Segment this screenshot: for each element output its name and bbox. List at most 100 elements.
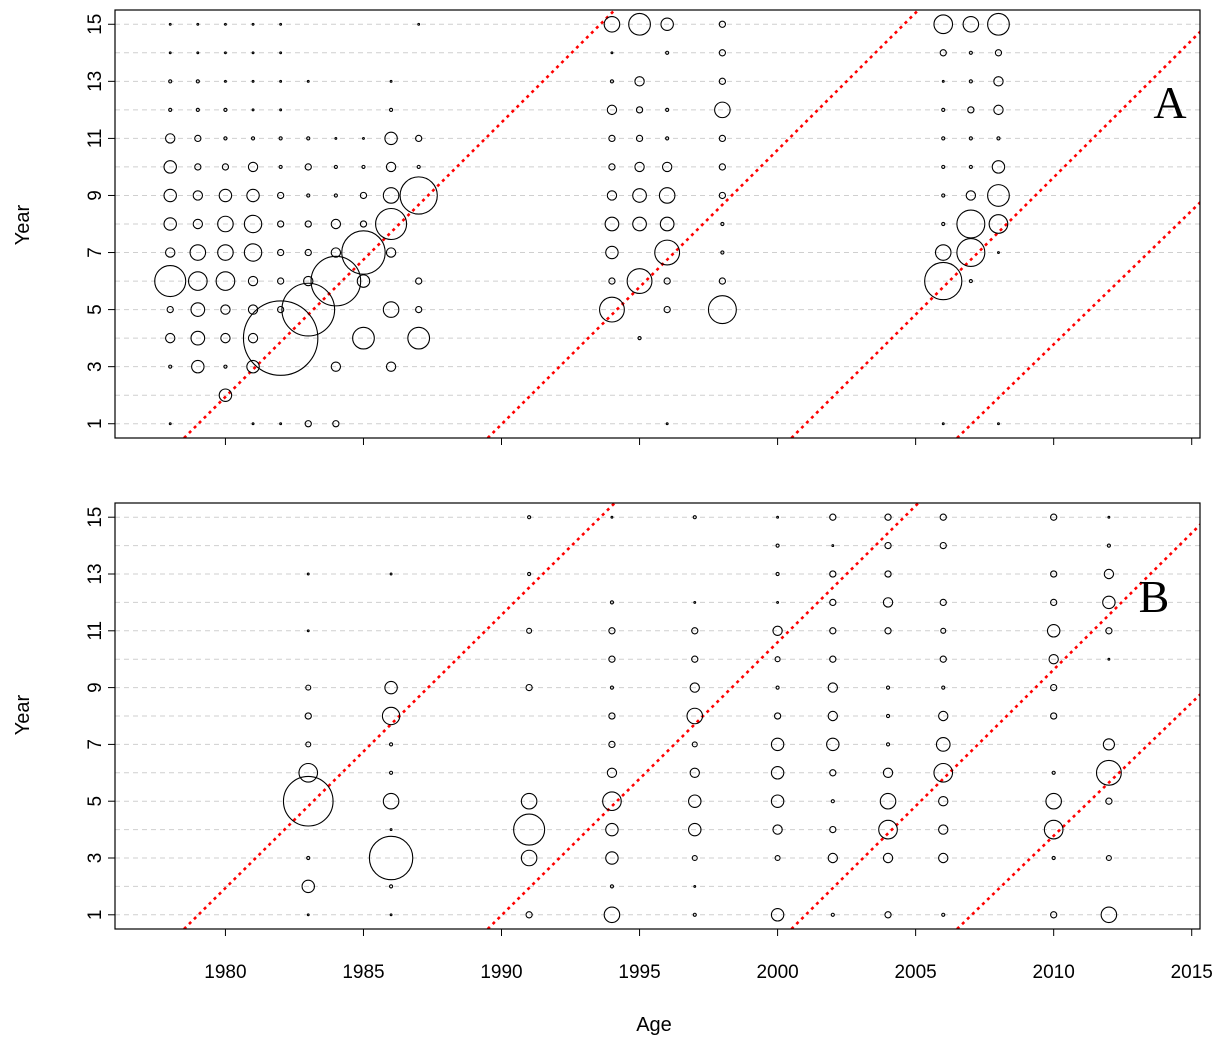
data-bubble xyxy=(772,625,783,636)
data-bubble xyxy=(389,572,393,576)
data-bubble xyxy=(330,361,342,372)
data-bubble xyxy=(608,655,616,663)
data-bubble xyxy=(608,163,616,171)
data-bubble xyxy=(196,51,200,55)
data-bubble xyxy=(933,14,954,35)
data-bubble xyxy=(691,854,698,862)
data-bubble xyxy=(770,766,785,780)
data-bubble xyxy=(217,215,234,233)
data-bubble xyxy=(276,191,285,200)
data-bubble xyxy=(827,682,839,693)
y-tick-label: 15 xyxy=(85,14,106,35)
data-bubble xyxy=(830,799,835,804)
data-bubble xyxy=(298,762,319,783)
data-bubble xyxy=(663,305,671,314)
y-tick-label: 5 xyxy=(85,796,106,807)
data-bubble xyxy=(332,420,340,428)
data-bubble xyxy=(190,330,206,346)
data-bubble xyxy=(306,193,311,198)
data-bubble xyxy=(661,161,673,173)
data-bubble xyxy=(1102,595,1116,610)
data-bubble xyxy=(223,107,228,112)
data-bubble xyxy=(304,420,312,428)
data-bubble xyxy=(189,244,207,261)
data-bubble xyxy=(882,597,894,608)
data-bubble xyxy=(691,655,699,663)
data-bubble xyxy=(659,216,675,232)
y-tick-label: 3 xyxy=(85,361,106,372)
data-bubble xyxy=(352,326,375,350)
data-bubble xyxy=(341,230,386,275)
data-bubble xyxy=(1043,819,1064,840)
data-bubble xyxy=(718,277,727,285)
data-bubble xyxy=(333,193,338,198)
data-bubble xyxy=(1045,792,1062,810)
data-bubble xyxy=(1051,770,1056,775)
data-bubble xyxy=(166,305,174,314)
data-bubble xyxy=(885,713,891,719)
data-bubble xyxy=(884,911,892,919)
data-bubble xyxy=(938,710,949,722)
data-bubble xyxy=(606,190,618,201)
data-bubble xyxy=(1048,653,1059,665)
data-bubble xyxy=(276,305,285,314)
y-tick-label: 7 xyxy=(85,739,106,750)
data-bubble xyxy=(194,163,202,171)
data-bubble xyxy=(1050,911,1058,919)
data-bubble xyxy=(382,301,400,318)
data-bubble xyxy=(941,193,946,198)
data-bubble xyxy=(278,164,283,170)
data-bubble xyxy=(243,243,263,262)
data-bubble xyxy=(165,247,176,258)
data-bubble xyxy=(382,792,400,810)
data-bubble xyxy=(829,570,837,578)
data-bubble xyxy=(304,163,312,171)
data-bubble xyxy=(882,852,894,864)
data-bubble xyxy=(187,271,208,291)
data-bubble xyxy=(385,161,397,173)
data-bubble xyxy=(520,792,538,810)
x-tick-label: 2005 xyxy=(894,962,936,983)
data-bubble xyxy=(195,107,200,112)
data-bubble xyxy=(689,767,700,778)
data-bubble xyxy=(251,22,255,26)
data-bubble xyxy=(603,906,621,924)
data-bubble xyxy=(941,79,945,83)
data-bubble xyxy=(632,216,647,232)
data-bubble xyxy=(385,247,397,258)
cohort-line xyxy=(956,200,1200,438)
y-tick-label: 7 xyxy=(85,247,106,258)
data-bubble xyxy=(604,216,620,232)
data-bubble xyxy=(608,740,616,749)
data-bubble xyxy=(605,822,619,837)
data-bubble xyxy=(830,912,835,917)
data-bubble xyxy=(415,134,423,143)
data-bubble xyxy=(940,627,947,634)
data-bubble xyxy=(884,541,892,550)
data-bubble xyxy=(168,422,172,426)
data-bubble xyxy=(223,22,227,26)
data-bubble xyxy=(829,513,837,521)
data-bubble xyxy=(388,107,394,112)
data-bubble xyxy=(718,20,727,28)
data-bubble xyxy=(168,79,173,84)
data-bubble xyxy=(1050,683,1058,692)
data-bubble xyxy=(602,791,622,812)
data-bubble xyxy=(388,742,394,747)
data-bubble xyxy=(634,161,645,173)
data-bubble xyxy=(1050,712,1058,720)
data-bubble xyxy=(691,741,698,748)
data-bubble xyxy=(356,274,371,288)
data-bubble xyxy=(772,824,783,835)
data-bubble xyxy=(941,136,946,141)
data-bubble xyxy=(310,255,362,307)
data-bubble xyxy=(154,265,187,298)
data-bubble xyxy=(163,217,177,231)
data-bubble xyxy=(665,50,670,55)
data-bubble xyxy=(306,79,310,83)
y-tick-label: 11 xyxy=(85,621,106,641)
data-bubble xyxy=(279,79,283,83)
y-tick-label: 9 xyxy=(85,682,106,693)
data-bubble xyxy=(775,685,780,690)
data-bubble xyxy=(968,136,973,141)
